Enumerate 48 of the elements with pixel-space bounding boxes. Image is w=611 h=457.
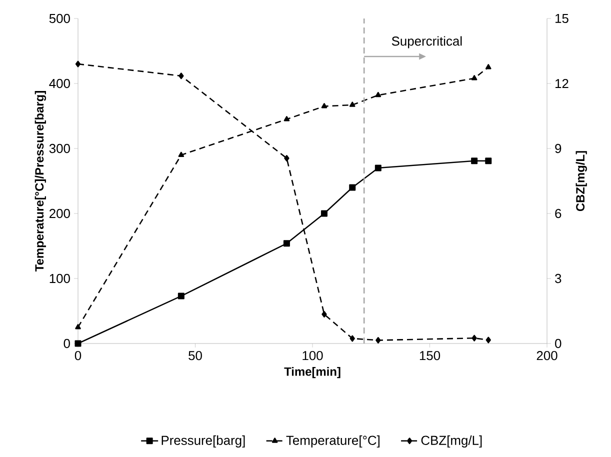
ref-line-label: Supercritical <box>392 36 462 48</box>
legend-label: CBZ[mg/L] <box>421 435 482 448</box>
legend-label: Pressure[barg] <box>162 435 245 448</box>
point <box>178 152 184 157</box>
point <box>74 340 82 347</box>
y2-tick-label: 3 <box>555 274 562 284</box>
y-axis-title: Temperature[°C]/Pressure[barg] <box>34 91 46 272</box>
x-tick-label: 50 <box>188 351 202 360</box>
y-tick-label: 0 <box>64 338 70 348</box>
y2-tick-label: 6 <box>555 208 562 218</box>
point <box>322 311 327 318</box>
point <box>283 240 290 247</box>
point <box>471 158 478 164</box>
y-tick-label: 300 <box>49 144 70 154</box>
legend-label: Temperature[°C] <box>286 435 380 448</box>
point <box>178 292 184 300</box>
y2-axis-title: CBZ[mg/L] <box>576 151 587 212</box>
point <box>284 155 290 162</box>
point <box>350 335 355 342</box>
x-tick-label: 0 <box>74 351 82 360</box>
y2-tick-label: 0 <box>555 338 562 348</box>
y-tick-label: 100 <box>50 274 70 284</box>
point <box>75 324 81 330</box>
point <box>178 72 184 80</box>
y2-tick-label: 9 <box>555 144 562 154</box>
y-tick-label: 500 <box>49 14 70 24</box>
point <box>349 184 356 191</box>
point <box>472 334 477 342</box>
y-tick-label: 400 <box>49 78 70 88</box>
point <box>374 164 382 172</box>
y2-tick-label: 15 <box>556 14 568 24</box>
point <box>321 103 328 108</box>
point <box>485 64 492 70</box>
point <box>376 337 381 344</box>
point <box>375 92 382 98</box>
y2-tick-label: 12 <box>556 78 568 88</box>
point <box>284 116 290 122</box>
x-tick-label: 100 <box>302 351 323 360</box>
point <box>471 75 478 80</box>
x-tick-label: 200 <box>536 351 558 360</box>
y-tick-label: 200 <box>50 208 70 218</box>
point <box>349 102 356 107</box>
point <box>320 210 328 217</box>
x-axis-title: Time[min] <box>284 367 340 378</box>
point <box>486 336 491 344</box>
x-tick-label: 150 <box>420 351 440 360</box>
point <box>485 158 492 164</box>
point <box>75 60 81 68</box>
